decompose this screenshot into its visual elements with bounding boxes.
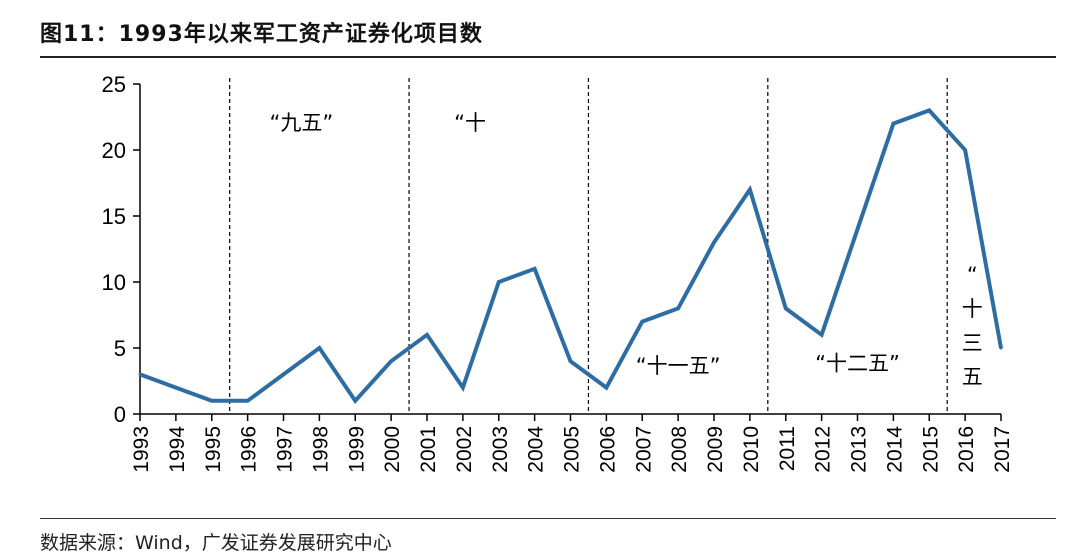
data-point	[533, 267, 537, 271]
x-tick-label: 2010	[740, 426, 763, 473]
y-tick-label: 0	[114, 402, 126, 427]
period-label: “九五”	[270, 111, 334, 135]
x-tick-label: 1998	[309, 426, 332, 473]
figure-title-text: 1993年以来军工资产证券化项目数	[118, 22, 483, 47]
x-tick-label: 2013	[848, 426, 871, 473]
data-point	[569, 359, 572, 363]
data-point	[317, 346, 321, 350]
data-point	[389, 359, 393, 363]
y-tick-label: 10	[102, 270, 126, 295]
data-point	[174, 386, 178, 390]
data-point	[425, 333, 429, 337]
x-tick-label: 2002	[453, 426, 476, 473]
figure-title: 图11：1993年以来军工资产证券化项目数	[40, 16, 483, 48]
x-tick-label: 2001	[417, 426, 440, 473]
data-point	[820, 333, 824, 337]
data-point	[999, 346, 1003, 350]
x-tick-label: 1995	[202, 426, 225, 473]
x-tick-label: 2000	[381, 426, 404, 473]
data-point	[640, 320, 644, 324]
data-point	[963, 148, 967, 152]
x-tick-label: 2015	[919, 426, 942, 473]
data-point	[246, 399, 250, 403]
x-tick-label: 2011	[776, 426, 799, 471]
data-point	[138, 372, 142, 376]
x-tick-label: 1994	[166, 426, 189, 473]
source-rule	[40, 518, 1056, 519]
data-point	[856, 227, 859, 231]
x-tick-label: 2006	[596, 426, 619, 473]
y-tick-label: 15	[102, 204, 126, 229]
x-tick-label: 2009	[704, 426, 727, 473]
data-point	[461, 386, 465, 390]
x-tick-label: 2012	[812, 426, 835, 473]
period-label: “十二五”	[815, 351, 900, 375]
x-tick-label: 1999	[345, 426, 368, 473]
x-tick-label: 2014	[883, 426, 906, 473]
data-point	[712, 240, 716, 244]
figure-label: 图11：	[40, 22, 119, 47]
x-tick-label: 2005	[561, 426, 584, 473]
data-point	[210, 399, 214, 403]
line-chart: 0 5 10 15 20 25 1993 1994 1995 1996 1997 1998 1999 20…	[102, 72, 1014, 473]
period-label: “十三五	[962, 263, 983, 389]
data-point	[927, 108, 931, 112]
data-point	[676, 306, 680, 310]
x-tick-label: 2007	[632, 426, 655, 473]
y-tick-label: 5	[114, 336, 126, 361]
data-point	[891, 122, 895, 126]
data-point	[353, 399, 357, 403]
x-tick-label: 1997	[274, 426, 297, 473]
title-rule	[40, 56, 1056, 58]
period-labels: “九五” “十 “十一五” “十二五” “十三五	[270, 111, 983, 389]
x-tick-label: 1993	[130, 426, 153, 473]
x-tick-label: 2004	[525, 426, 548, 473]
data-point	[604, 386, 608, 390]
data-source: 数据来源：Wind，广发证券发展研究中心	[40, 532, 392, 554]
data-point	[282, 372, 285, 376]
x-tick-label: 2016	[955, 426, 978, 473]
x-tick-label: 2003	[489, 426, 512, 473]
y-tick-label: 25	[102, 72, 126, 97]
x-tick-label: 1996	[238, 426, 261, 473]
period-label: “十一五”	[636, 354, 721, 378]
data-point	[497, 280, 501, 284]
chart-series	[138, 108, 1003, 405]
data-point	[748, 188, 752, 192]
chart-ticks: 0 5 10 15 20 25 1993 1994 1995 1996 1997 1998 1999 20…	[102, 72, 1014, 473]
x-tick-label: 2017	[991, 426, 1014, 473]
data-point	[784, 306, 788, 310]
period-label: “十	[454, 111, 486, 135]
y-tick-label: 20	[102, 138, 126, 163]
x-tick-label: 2008	[668, 426, 691, 473]
